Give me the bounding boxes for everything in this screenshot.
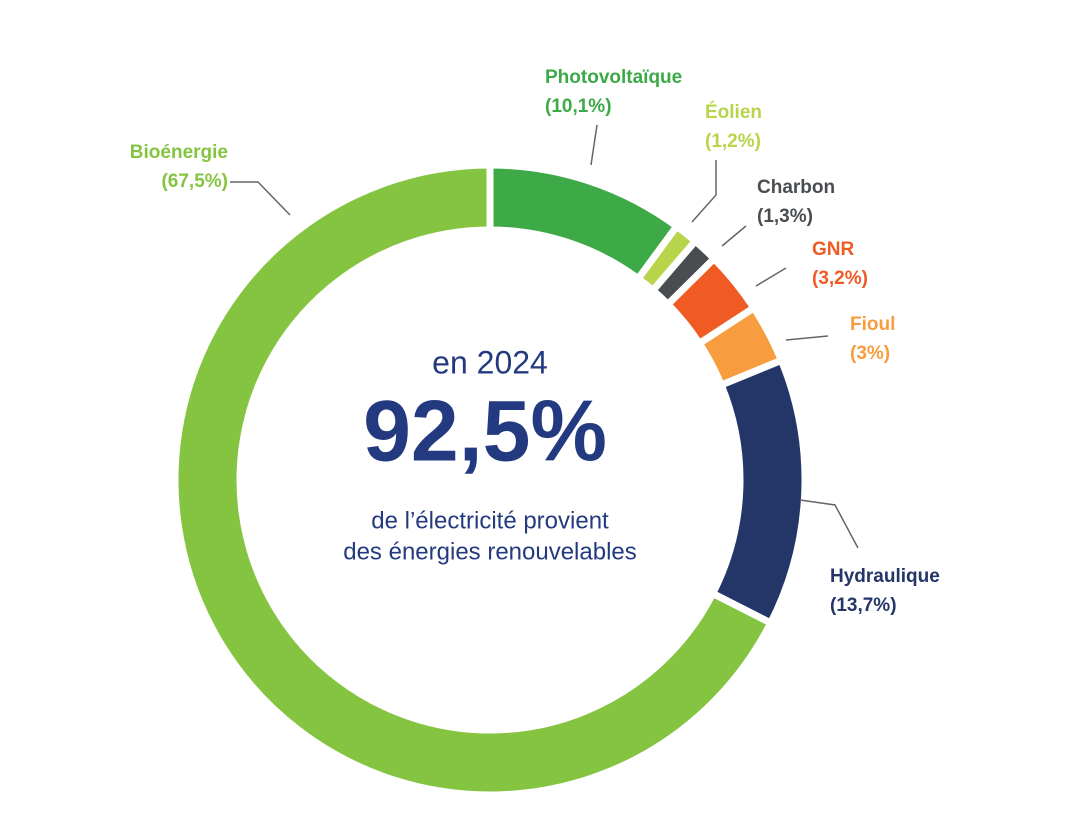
donut-segment — [708, 355, 809, 628]
leader-line — [721, 225, 747, 247]
leader-line — [755, 267, 787, 287]
legend-label: Éolien — [705, 101, 762, 123]
legend-label: GNR — [812, 239, 855, 260]
value-label: (1,3%) — [757, 206, 813, 227]
center-year: en 2024 — [432, 344, 548, 380]
leader-line — [785, 335, 829, 341]
value-label: (67,5%) — [161, 171, 228, 192]
value-label: (3,2%) — [812, 268, 868, 289]
legend-label: Bioénergie — [130, 142, 228, 163]
leader-line — [799, 499, 859, 549]
value-label: (1,2%) — [705, 131, 761, 152]
donut-segment — [171, 161, 776, 799]
legend-label: Hydraulique — [830, 566, 940, 587]
leader-line — [230, 181, 291, 216]
legend-label: Photovoltaïque — [545, 67, 682, 88]
center-headline: 92,5% — [363, 384, 607, 480]
value-label: (10,1%) — [545, 96, 612, 117]
leader-line — [590, 124, 598, 166]
legend-label: Charbon — [757, 177, 835, 198]
legend-label: Fioul — [850, 314, 895, 335]
leader-line — [691, 160, 717, 223]
value-label: (13,7%) — [830, 595, 897, 616]
center-line: de l’électricité provient — [371, 507, 609, 534]
value-label: (3%) — [850, 343, 890, 364]
center-line: des énergies renouvelables — [343, 538, 637, 565]
